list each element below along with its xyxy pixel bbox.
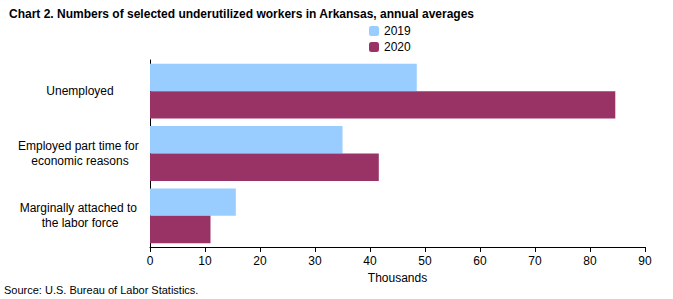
- svg-text:Employed part time for: Employed part time for: [18, 139, 142, 153]
- svg-text:30: 30: [308, 254, 322, 268]
- svg-text:80: 80: [583, 254, 597, 268]
- svg-text:economic reasons: economic reasons: [31, 154, 128, 168]
- svg-text:60: 60: [473, 254, 487, 268]
- svg-text:Marginally attached to: Marginally attached to: [20, 201, 141, 215]
- svg-text:90: 90: [638, 254, 652, 268]
- svg-text:Source: U.S. Bureau of Labor S: Source: U.S. Bureau of Labor Statistics.: [4, 284, 198, 296]
- svg-text:0: 0: [147, 254, 154, 268]
- svg-text:Thousands: Thousands: [368, 271, 427, 285]
- svg-text:70: 70: [528, 254, 542, 268]
- svg-text:20: 20: [253, 254, 267, 268]
- svg-text:40: 40: [363, 254, 377, 268]
- svg-text:2019: 2019: [384, 24, 411, 38]
- svg-text:Chart 2. Numbers of selected u: Chart 2. Numbers of selected underutiliz…: [9, 7, 474, 21]
- svg-text:the labor force: the labor force: [42, 216, 119, 230]
- svg-text:50: 50: [418, 254, 432, 268]
- svg-text:Unemployed: Unemployed: [46, 84, 113, 98]
- svg-text:10: 10: [198, 254, 212, 268]
- svg-text:2020: 2020: [384, 40, 411, 54]
